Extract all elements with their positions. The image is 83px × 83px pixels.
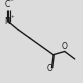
Text: O: O xyxy=(62,42,68,51)
Text: O: O xyxy=(46,64,52,73)
Text: ⁻: ⁻ xyxy=(10,0,14,5)
Text: ⁺: ⁺ xyxy=(10,16,14,22)
Text: N: N xyxy=(4,18,10,26)
Text: C: C xyxy=(5,0,10,9)
